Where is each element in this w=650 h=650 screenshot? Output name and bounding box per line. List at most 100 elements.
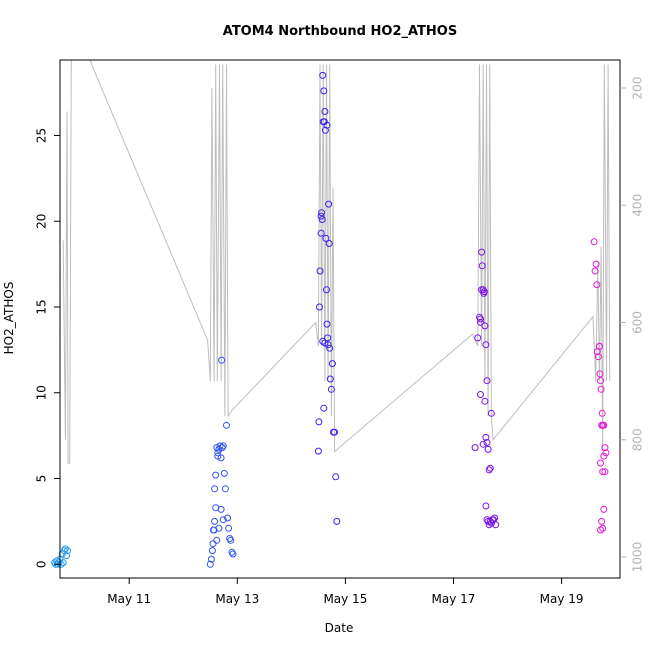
- data-point: [213, 536, 221, 544]
- data-point: [208, 547, 216, 555]
- data-point: [477, 315, 484, 323]
- data-point: [326, 375, 334, 383]
- data-point: [478, 286, 486, 294]
- data-point: [590, 238, 598, 246]
- data-point: [596, 370, 604, 378]
- scatter-points-layer: [51, 71, 610, 568]
- data-point: [211, 517, 219, 525]
- data-point: [471, 444, 479, 452]
- data-point: [316, 267, 324, 275]
- data-point: [211, 485, 219, 493]
- data-point: [481, 397, 489, 405]
- data-point: [492, 521, 500, 529]
- pressure-line: [62, 60, 611, 464]
- data-point: [317, 212, 325, 220]
- y-axis-title: HO2_ATHOS: [2, 282, 16, 355]
- data-point: [483, 377, 491, 385]
- x-tick-label: May 19: [540, 592, 584, 606]
- x-axis-title: Date: [325, 621, 354, 635]
- data-point: [482, 502, 490, 510]
- y2-tick-label: 200: [631, 77, 645, 100]
- data-point: [224, 514, 232, 522]
- data-point: [331, 428, 339, 436]
- data-point: [63, 552, 70, 560]
- y2-tick-label: 400: [631, 194, 645, 217]
- data-point: [487, 409, 495, 417]
- data-point: [55, 559, 63, 567]
- data-point: [600, 452, 608, 460]
- data-point: [206, 560, 214, 568]
- data-point: [491, 514, 499, 522]
- y2-tick-label: 1000: [631, 542, 645, 573]
- data-point: [328, 360, 336, 368]
- data-point: [593, 281, 601, 289]
- data-point: [597, 377, 604, 385]
- data-point: [599, 468, 607, 476]
- data-point: [477, 391, 484, 398]
- data-point: [476, 313, 483, 321]
- data-point: [597, 526, 604, 534]
- chart-title: ATOM4 Northbound HO2_ATHOS: [223, 24, 457, 39]
- data-point: [315, 418, 323, 426]
- data-point: [219, 442, 227, 450]
- data-point: [219, 516, 227, 524]
- series-1: [51, 545, 72, 568]
- y-tick-label: 25: [35, 128, 49, 143]
- data-point: [482, 433, 490, 441]
- data-point: [598, 517, 606, 525]
- data-point: [64, 547, 72, 555]
- data-point: [601, 468, 609, 476]
- y-tick-label: 10: [35, 385, 49, 400]
- data-point: [216, 442, 224, 450]
- data-point: [319, 337, 327, 345]
- plot-frame: [59, 59, 621, 579]
- data-point: [207, 555, 215, 563]
- data-point: [323, 320, 331, 328]
- x-tick-label: May 11: [107, 592, 151, 606]
- data-point: [314, 447, 322, 455]
- data-point: [212, 471, 220, 479]
- data-point: [487, 519, 495, 527]
- data-point: [214, 449, 222, 457]
- y-tick-label: 5: [35, 475, 49, 483]
- axes-layer: May 11 May 13 May 15 May 17 May 19 0 5 10 15 20 25…: [35, 59, 645, 606]
- data-point: [58, 550, 66, 558]
- data-point: [596, 342, 603, 350]
- data-point: [220, 469, 228, 477]
- data-point: [217, 505, 225, 513]
- y-tick-label: 15: [35, 299, 49, 314]
- data-point: [209, 540, 217, 548]
- data-point: [327, 385, 335, 393]
- data-point: [484, 445, 492, 453]
- series-4: [471, 248, 500, 529]
- series-3: [314, 71, 341, 525]
- data-point: [229, 550, 237, 558]
- data-point: [599, 524, 607, 532]
- data-point: [481, 322, 489, 330]
- data-point: [321, 339, 329, 347]
- data-point: [326, 344, 334, 352]
- data-point: [225, 524, 233, 532]
- data-point: [223, 421, 230, 429]
- data-point: [319, 71, 327, 79]
- data-point: [594, 353, 602, 361]
- data-point: [325, 240, 333, 247]
- data-point: [478, 248, 486, 256]
- data-point: [217, 454, 225, 462]
- data-point: [597, 385, 605, 393]
- data-point: [592, 260, 600, 268]
- data-point: [321, 108, 329, 115]
- data-point: [218, 444, 226, 452]
- data-point: [478, 262, 486, 270]
- data-point: [482, 341, 490, 349]
- data-point: [226, 535, 234, 542]
- data-point: [221, 485, 229, 493]
- x-tick-label: May 17: [432, 592, 476, 606]
- data-point: [317, 229, 325, 237]
- data-point: [600, 505, 608, 513]
- data-point: [318, 216, 326, 223]
- data-point: [318, 209, 326, 217]
- data-point: [597, 459, 604, 467]
- data-point: [598, 409, 606, 417]
